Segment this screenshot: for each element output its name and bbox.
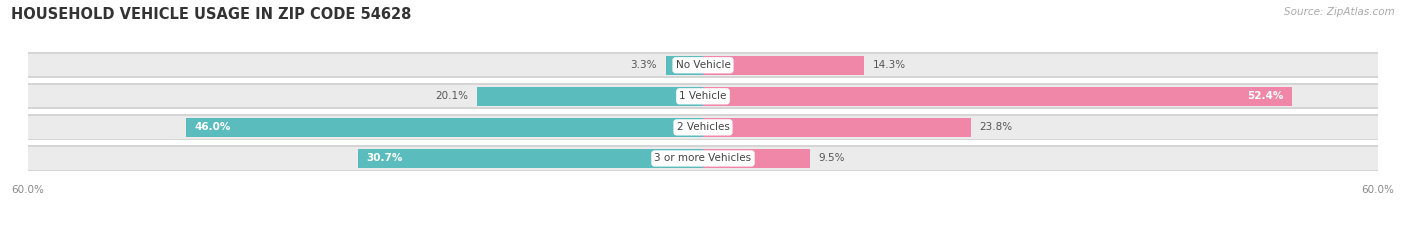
Bar	[357, 149, 703, 168]
Bar	[186, 118, 703, 137]
Text: 3 or more Vehicles: 3 or more Vehicles	[654, 154, 752, 163]
Bar	[28, 83, 1378, 109]
Text: 3.3%: 3.3%	[630, 60, 657, 70]
Bar	[28, 85, 1378, 107]
Bar	[28, 116, 1378, 139]
Bar	[28, 54, 1378, 76]
Text: 14.3%: 14.3%	[873, 60, 905, 70]
Text: HOUSEHOLD VEHICLE USAGE IN ZIP CODE 54628: HOUSEHOLD VEHICLE USAGE IN ZIP CODE 5462…	[11, 7, 412, 22]
Text: 52.4%: 52.4%	[1247, 91, 1284, 101]
Text: 23.8%: 23.8%	[980, 122, 1012, 132]
Bar	[703, 118, 970, 137]
Bar	[28, 114, 1378, 140]
Bar	[703, 149, 810, 168]
Bar	[28, 52, 1378, 78]
Text: 9.5%: 9.5%	[818, 154, 845, 163]
Text: 20.1%: 20.1%	[434, 91, 468, 101]
Text: 2 Vehicles: 2 Vehicles	[676, 122, 730, 132]
Text: No Vehicle: No Vehicle	[675, 60, 731, 70]
Bar	[28, 147, 1378, 170]
Text: 30.7%: 30.7%	[367, 154, 404, 163]
Bar	[666, 56, 703, 75]
Text: 46.0%: 46.0%	[194, 122, 231, 132]
Bar	[28, 145, 1378, 171]
Text: Source: ZipAtlas.com: Source: ZipAtlas.com	[1284, 7, 1395, 17]
Bar	[477, 87, 703, 106]
Text: 1 Vehicle: 1 Vehicle	[679, 91, 727, 101]
Bar	[703, 56, 863, 75]
Bar	[703, 87, 1292, 106]
